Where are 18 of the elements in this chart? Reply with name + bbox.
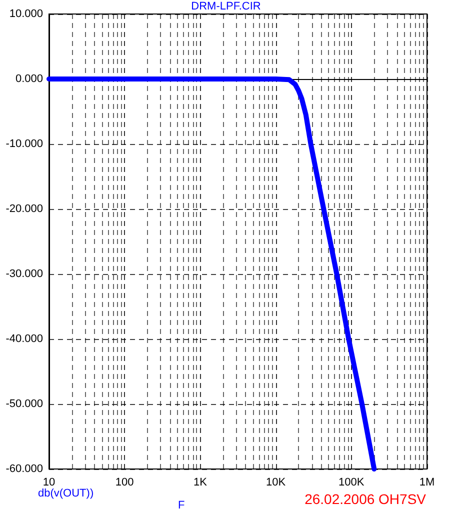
x-axis-title: F <box>178 500 185 512</box>
text: 26.02.2006 OH7SV <box>304 491 427 507</box>
chart-title: DRM-LPF.CIR <box>191 0 261 12</box>
y-tick-label: -30.000 <box>6 268 43 280</box>
x-tick-label: 1M <box>419 476 435 488</box>
y-tick-label: -20.000 <box>6 203 43 215</box>
y-axis-title: db(v(OUT)) <box>38 488 94 500</box>
x-tick-label: 100 <box>115 476 134 488</box>
y-tick-label: -60.000 <box>6 463 43 475</box>
x-tick-label: 10 <box>42 476 56 488</box>
x-tick-label: 1K <box>193 476 208 488</box>
x-tick-label: 100K <box>338 476 365 488</box>
y-tick-label: -50.000 <box>6 398 43 410</box>
y-tick-label: -10.000 <box>6 138 43 150</box>
y-tick-label: 0.000 <box>15 73 43 85</box>
x-tick-label: 10K <box>266 476 286 488</box>
y-tick-label: 10.000 <box>9 8 43 20</box>
y-tick-label: -40.000 <box>6 333 43 345</box>
